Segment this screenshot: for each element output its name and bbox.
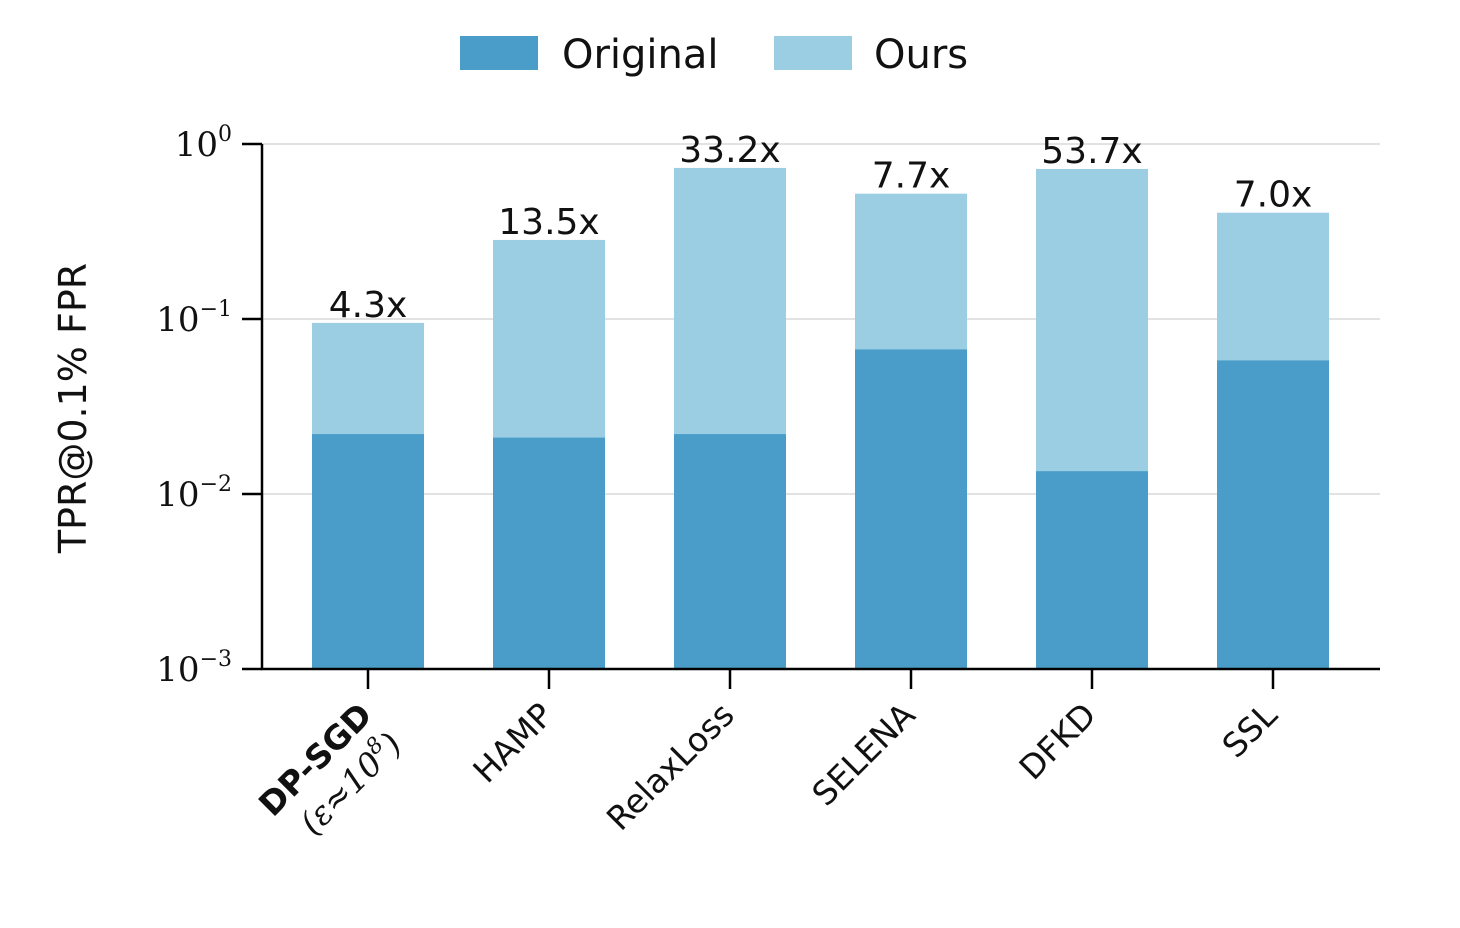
y-ticks: 100 10−1 10−2 10−3 bbox=[156, 122, 262, 690]
bar-labels: 4.3x 13.5x 33.2x 7.7x 53.7x 7.0x bbox=[329, 130, 1313, 326]
x-tick-label-main: RelaxLoss bbox=[599, 695, 742, 838]
y-tick-label: 100 bbox=[175, 122, 232, 165]
bar-original bbox=[1036, 471, 1148, 669]
legend-swatch-ours bbox=[774, 36, 852, 70]
bars bbox=[312, 167, 1329, 670]
legend-swatch-original bbox=[460, 36, 538, 70]
bar-original bbox=[312, 434, 424, 669]
x-tick-label: DFKD bbox=[1011, 695, 1103, 787]
y-axis-label: TPR@0.1% FPR bbox=[51, 263, 95, 554]
bar-original bbox=[855, 349, 967, 669]
bar-original bbox=[674, 434, 786, 669]
x-tick-label-main: DFKD bbox=[1011, 695, 1103, 787]
bar-ratio-label: 53.7x bbox=[1041, 131, 1142, 172]
bar-ratio-label: 7.7x bbox=[872, 156, 951, 197]
x-tick-label-main: SSL bbox=[1214, 695, 1285, 766]
bar-original bbox=[493, 437, 605, 669]
bar-ratio-label: 33.2x bbox=[679, 130, 780, 171]
bar-ratio-label: 4.3x bbox=[329, 285, 408, 326]
axes bbox=[260, 144, 1380, 671]
x-tick-label: HAMP bbox=[465, 695, 560, 790]
legend-label-original: Original bbox=[562, 32, 719, 78]
bar-ratio-label: 13.5x bbox=[498, 202, 599, 243]
y-tick-label: 10−2 bbox=[156, 472, 232, 515]
bar-ratio-label: 7.0x bbox=[1234, 175, 1313, 216]
grid-lines bbox=[262, 143, 1380, 495]
legend: Original Ours bbox=[460, 32, 968, 78]
x-tick-label: SSL bbox=[1214, 695, 1285, 766]
x-ticks: DP-SGD(ε≈108) HAMP RelaxLoss SELENA DFKD SSL bbox=[251, 669, 1285, 842]
legend-label-ours: Ours bbox=[874, 32, 968, 78]
y-tick-label: 10−1 bbox=[156, 297, 232, 340]
x-tick-label: DP-SGD(ε≈108) bbox=[251, 695, 409, 842]
x-tick-label-main: HAMP bbox=[465, 695, 560, 790]
x-tick-label: RelaxLoss bbox=[599, 695, 742, 838]
bar-original bbox=[1217, 360, 1329, 669]
x-tick-label: SELENA bbox=[804, 695, 923, 814]
y-tick-label: 10−3 bbox=[156, 647, 232, 690]
x-tick-label-main: SELENA bbox=[804, 695, 923, 814]
